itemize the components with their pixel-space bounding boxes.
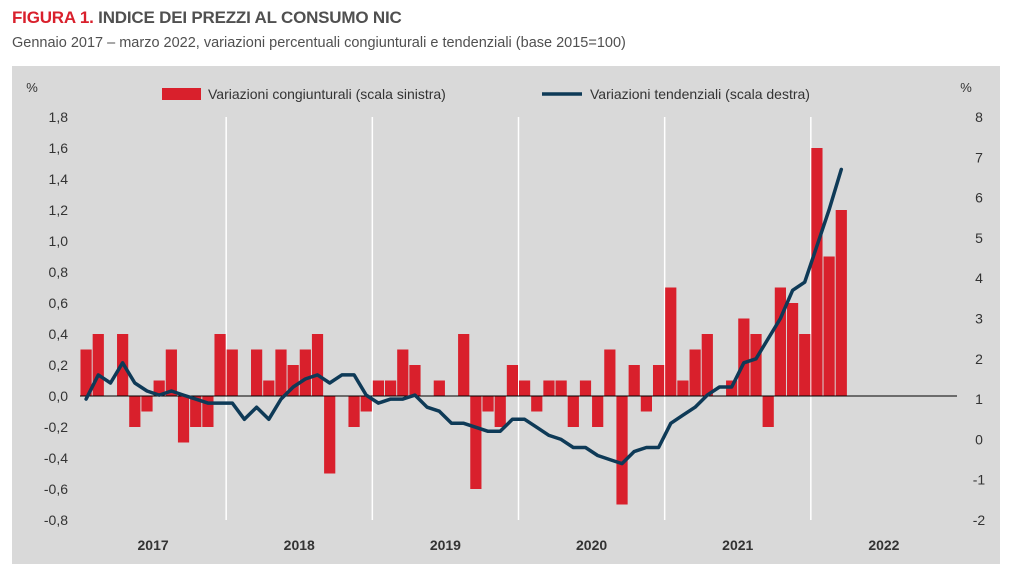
bar xyxy=(190,396,202,427)
right-tick-label: -1 xyxy=(973,472,986,488)
bar xyxy=(518,380,531,396)
bar xyxy=(579,380,592,396)
x-category-label: 2021 xyxy=(722,537,753,553)
bar xyxy=(738,318,750,396)
bar xyxy=(470,396,482,489)
left-tick-label: -0,6 xyxy=(44,481,68,497)
bar xyxy=(811,148,823,396)
right-tick-label: 3 xyxy=(975,311,983,327)
bar xyxy=(567,396,579,427)
x-category-label: 2020 xyxy=(576,537,607,553)
bar xyxy=(360,396,372,412)
bar xyxy=(531,396,543,412)
bar xyxy=(165,349,177,396)
left-tick-label: 1,0 xyxy=(49,233,69,249)
right-tick-label: 8 xyxy=(975,109,983,125)
right-tick-label: 5 xyxy=(975,230,983,246)
left-tick-label: 0,2 xyxy=(49,357,69,373)
bar xyxy=(263,380,275,396)
bar xyxy=(616,396,628,505)
bar xyxy=(604,349,616,396)
bar xyxy=(555,380,567,396)
bar xyxy=(372,380,385,396)
bar xyxy=(799,334,811,396)
right-tick-label: 4 xyxy=(975,270,983,286)
left-tick-label: -0,2 xyxy=(44,419,68,435)
bar xyxy=(750,334,762,396)
right-axis-unit: % xyxy=(960,80,972,95)
right-tick-label: 2 xyxy=(975,351,983,367)
bar xyxy=(409,365,421,396)
left-axis-unit: % xyxy=(26,80,38,95)
bar xyxy=(226,349,238,396)
bar xyxy=(129,396,141,427)
bar xyxy=(311,334,324,396)
bar xyxy=(592,396,604,427)
x-category-label: 2019 xyxy=(430,537,461,553)
left-tick-label: -0,8 xyxy=(44,512,68,528)
bar xyxy=(80,349,92,396)
bar xyxy=(385,380,397,396)
bar xyxy=(835,210,847,396)
figure-label: FIGURA 1. xyxy=(12,8,94,27)
bar xyxy=(397,349,409,396)
bar xyxy=(774,287,786,396)
bar xyxy=(153,380,165,396)
figure-subtitle: Gennaio 2017 – marzo 2022, variazioni pe… xyxy=(12,35,626,51)
bar xyxy=(458,334,470,396)
figure-title: FIGURA 1. INDICE DEI PREZZI AL CONSUMO N… xyxy=(12,8,402,28)
bar xyxy=(287,365,299,396)
left-tick-label: 0,4 xyxy=(49,326,69,342)
chart-background xyxy=(12,66,1000,564)
bar xyxy=(324,396,336,474)
bar xyxy=(506,365,519,396)
legend-bar-swatch xyxy=(162,88,201,100)
bar xyxy=(202,396,214,427)
bar xyxy=(177,396,190,443)
bar xyxy=(299,349,311,396)
bar xyxy=(433,380,445,396)
bar xyxy=(628,365,640,396)
bar xyxy=(665,287,677,396)
bar xyxy=(494,396,506,427)
bar xyxy=(689,349,701,396)
left-tick-label: 1,8 xyxy=(49,109,69,125)
left-tick-label: 0,8 xyxy=(49,264,69,280)
left-tick-label: -0,4 xyxy=(44,450,68,466)
combo-chart: -0,8 -0,6 -0,4 -0,2 0,0 0,2 0,4 0,6 0,8 1,0 1,2 1,4… xyxy=(12,66,1000,564)
bar xyxy=(786,303,799,396)
right-tick-label: -2 xyxy=(973,512,986,528)
left-tick-label: 1,6 xyxy=(49,140,69,156)
bar xyxy=(701,334,713,396)
right-tick-label: 0 xyxy=(975,431,983,447)
legend-bar-label: Variazioni congiunturali (scala sinistra… xyxy=(208,86,446,102)
bar xyxy=(141,396,153,412)
figure-title-text: INDICE DEI PREZZI AL CONSUMO NIC xyxy=(98,8,402,27)
x-category-label: 2022 xyxy=(868,537,899,553)
left-tick-label: 1,4 xyxy=(49,171,69,187)
bar xyxy=(652,365,665,396)
right-tick-label: 7 xyxy=(975,149,983,165)
x-category-label: 2018 xyxy=(284,537,315,553)
bar xyxy=(640,396,652,412)
bar xyxy=(762,396,774,427)
left-tick-label: 0,6 xyxy=(49,295,69,311)
legend-line-label: Variazioni tendenziali (scala destra) xyxy=(590,86,810,102)
bar xyxy=(348,396,360,427)
bar xyxy=(214,334,226,396)
bar xyxy=(251,349,263,396)
x-category-label: 2017 xyxy=(138,537,169,553)
bar xyxy=(92,334,104,396)
bar xyxy=(543,380,555,396)
bar xyxy=(823,256,835,396)
left-tick-label: 0,0 xyxy=(49,388,69,404)
trend-line xyxy=(84,167,844,466)
left-tick-label: 1,2 xyxy=(49,202,69,218)
right-tick-label: 1 xyxy=(975,391,983,407)
bar xyxy=(275,349,287,396)
bar xyxy=(482,396,494,412)
bar xyxy=(677,380,689,396)
right-tick-label: 6 xyxy=(975,190,983,206)
